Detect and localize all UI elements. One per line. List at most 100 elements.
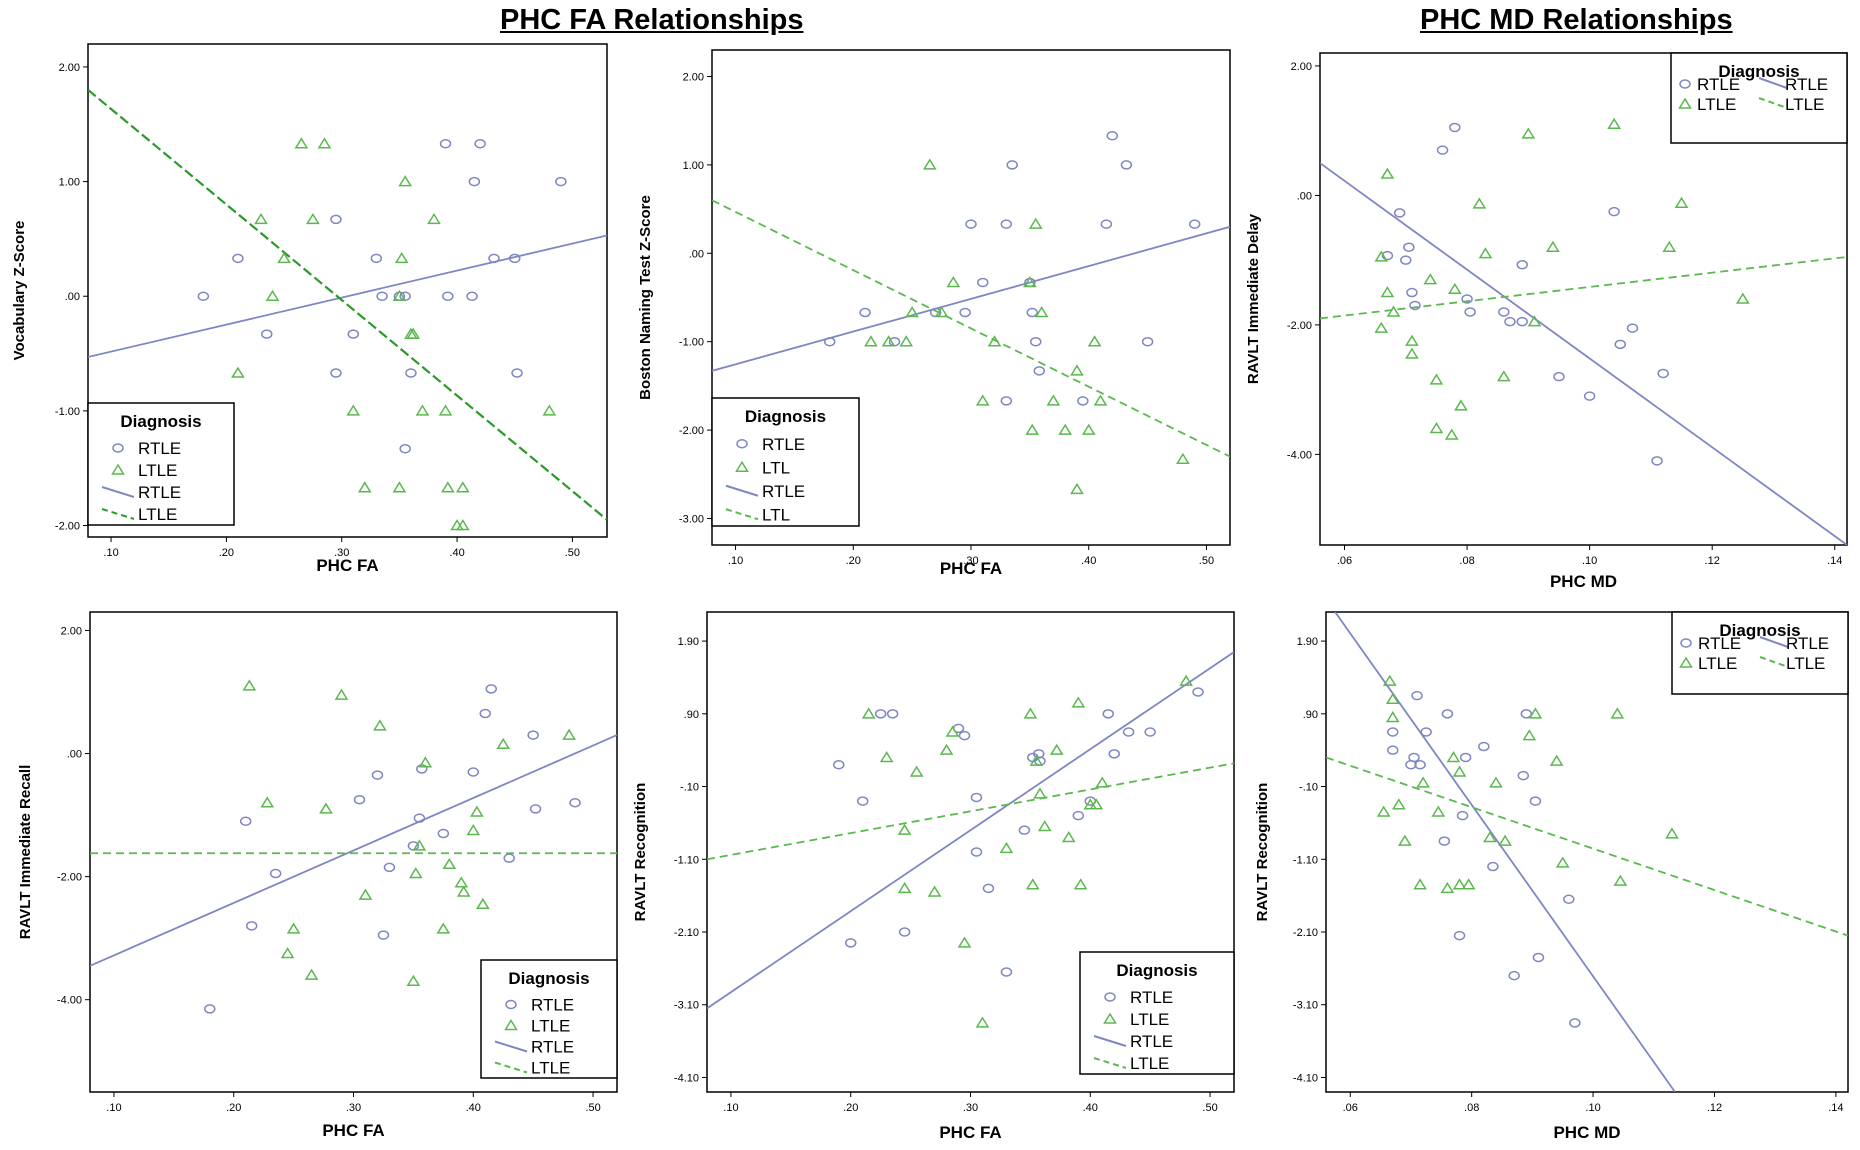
rtle-point <box>1000 967 1013 977</box>
ltle-point <box>1431 805 1446 817</box>
ltle-point <box>1391 798 1406 810</box>
y-axis-label: RAVLT Recognition <box>1254 783 1271 922</box>
legend-rtle-line <box>101 486 135 498</box>
ltle-point <box>1549 754 1564 766</box>
x-tick-label: .50 <box>1199 555 1214 567</box>
ltle-point <box>1555 856 1570 868</box>
ltle-point <box>1452 765 1467 777</box>
rtle-point <box>1569 1018 1581 1028</box>
rtle-point <box>245 921 258 931</box>
ltle-point <box>1665 827 1679 839</box>
rtle-point <box>1529 796 1542 806</box>
md-section-title: PHC MD Relationships <box>1420 4 1733 36</box>
legend-entry-label: RTLE <box>1698 634 1741 653</box>
x-tick-label: .30 <box>963 1102 978 1114</box>
ltle-point <box>1061 831 1076 843</box>
x-tick-label: .50 <box>585 1102 600 1114</box>
rtle-point <box>898 927 911 937</box>
y-tick-label: 2.00 <box>683 72 704 84</box>
chart-panel: .10 .20 .30 .40 .50 2.00 1.00 .00 -1.00 -2.00 PHC … <box>11 43 608 575</box>
ltl-point <box>922 158 937 170</box>
rtle-point <box>330 214 342 225</box>
ltle-point <box>456 885 471 897</box>
legend-entry-label: RTLE <box>531 1038 574 1057</box>
ltle-point <box>1446 751 1461 763</box>
y-tick-label: -.10 <box>680 782 699 794</box>
ltle-point <box>1735 292 1750 304</box>
rtle-point <box>1141 336 1154 347</box>
rtle-point <box>1381 250 1394 261</box>
ltl-point <box>881 335 896 347</box>
ltle-point <box>927 885 942 897</box>
rtle-point <box>1108 749 1120 759</box>
rtle-point <box>1464 307 1476 317</box>
ltle-point <box>476 897 490 910</box>
ltle-point <box>242 679 257 691</box>
rtle-point <box>1387 745 1399 755</box>
rtle-point <box>1516 316 1528 327</box>
ltle-point <box>1380 167 1395 179</box>
rtle-point <box>1006 160 1018 170</box>
y-tick-label: -1.10 <box>1293 854 1318 866</box>
rtle-point <box>1406 287 1418 298</box>
y-tick-label: -1.10 <box>674 854 699 866</box>
ltle-point <box>1416 776 1430 788</box>
ltle-point <box>957 936 972 948</box>
rtle-point <box>823 336 836 347</box>
y-tick-label: .90 <box>684 709 699 721</box>
x-tick-label: .14 <box>1828 1102 1843 1114</box>
rtle-point <box>485 684 497 694</box>
x-tick-label: .06 <box>1343 1102 1358 1114</box>
ltle-point <box>562 728 576 740</box>
legend-entry-label: RTLE <box>138 483 181 502</box>
legend-entry-label: LTLE <box>531 1017 570 1036</box>
legend-title: Diagnosis <box>1718 62 1799 81</box>
chart-panel: .10 .20 .30 .40 .50 2.00 .00 -2.00 -4.00 PHC FA RA… <box>17 611 618 1140</box>
ltle-point <box>909 765 924 777</box>
ltle-point <box>427 212 441 225</box>
x-axis-label: PHC FA <box>939 1123 1001 1142</box>
rtle-point <box>488 253 500 264</box>
rtle-point <box>527 730 539 740</box>
ltl-point <box>905 306 919 318</box>
rtle-point <box>371 770 384 780</box>
legend-entry-label: RTLE <box>138 439 181 458</box>
legend-ltle-line <box>725 508 759 521</box>
ltle-point <box>1405 334 1419 346</box>
ltle-point <box>1073 878 1088 890</box>
rtle-fit-line <box>712 225 1230 372</box>
rtle-point <box>1414 759 1426 770</box>
ltle-point <box>999 841 1014 854</box>
rtle-point <box>1188 219 1201 229</box>
rtle-point <box>1459 752 1472 763</box>
ltle-point <box>1444 428 1459 440</box>
y-tick-label: -2.10 <box>674 927 699 939</box>
y-tick-label: 1.00 <box>683 160 704 172</box>
x-axis-label: PHC MD <box>1553 1123 1620 1142</box>
ltle-point <box>1447 282 1462 295</box>
ltle-point <box>1498 834 1512 846</box>
x-tick-label: .40 <box>466 1102 481 1114</box>
rtle-point <box>204 1004 216 1014</box>
ltle-point <box>1376 805 1391 817</box>
ltle-point <box>1380 286 1395 298</box>
y-tick-label: .90 <box>1303 709 1318 721</box>
ltl-point <box>1028 217 1043 229</box>
ltl-point <box>1070 364 1084 376</box>
rtle-point <box>232 253 244 264</box>
x-tick-label: .30 <box>346 1102 361 1114</box>
rtle-point <box>1583 391 1596 401</box>
y-tick-label: 2.00 <box>59 62 80 74</box>
y-tick-label: .00 <box>689 248 704 260</box>
ltle-point <box>265 289 280 301</box>
y-tick-label: -3.10 <box>674 1000 699 1012</box>
ltl-point <box>934 306 949 318</box>
rtle-point <box>1077 396 1089 406</box>
y-tick-label: -2.00 <box>55 521 80 533</box>
ltle-point <box>277 251 291 264</box>
x-tick-label: .10 <box>723 1102 738 1114</box>
rtle-point <box>383 862 396 873</box>
chart-panel: .06 .08 .10 .12 .14 2.00 .00 -2.00 -4.00 PHC MD RA… <box>1245 52 1848 591</box>
rtle-point <box>1144 727 1156 737</box>
y-tick-label: -2.10 <box>1293 927 1318 939</box>
